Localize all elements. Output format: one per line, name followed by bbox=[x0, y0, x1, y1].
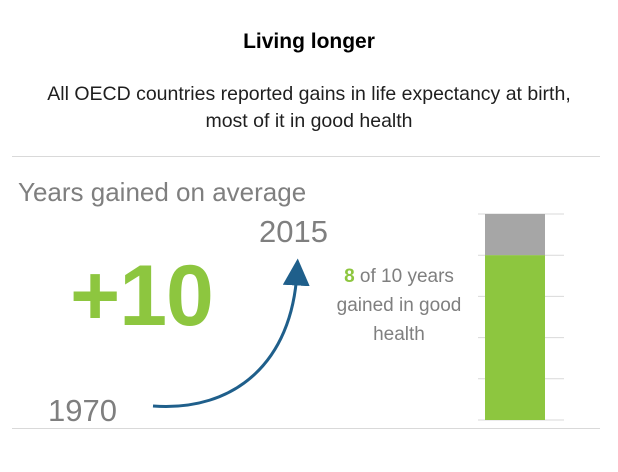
bar-other-years-segment bbox=[485, 214, 545, 256]
healthy-years-bar bbox=[478, 213, 564, 421]
start-year-label: 1970 bbox=[48, 393, 117, 428]
healthy-years-text: of 10 years gained in good health bbox=[336, 266, 462, 345]
bar-healthy-years-segment bbox=[485, 255, 545, 420]
top-divider bbox=[12, 156, 600, 157]
years-gained-label: Years gained on average bbox=[18, 177, 307, 207]
page-title: Living longer bbox=[243, 30, 375, 53]
healthy-years-note: 8 of 10 years gained in good health bbox=[333, 262, 465, 349]
bottom-divider bbox=[12, 428, 600, 429]
end-year-label: 2015 bbox=[259, 214, 328, 249]
years-gained-value: +10 bbox=[70, 248, 214, 344]
page-subtitle: All OECD countries reported gains in lif… bbox=[47, 83, 571, 132]
healthy-years-value: 8 bbox=[344, 266, 355, 287]
